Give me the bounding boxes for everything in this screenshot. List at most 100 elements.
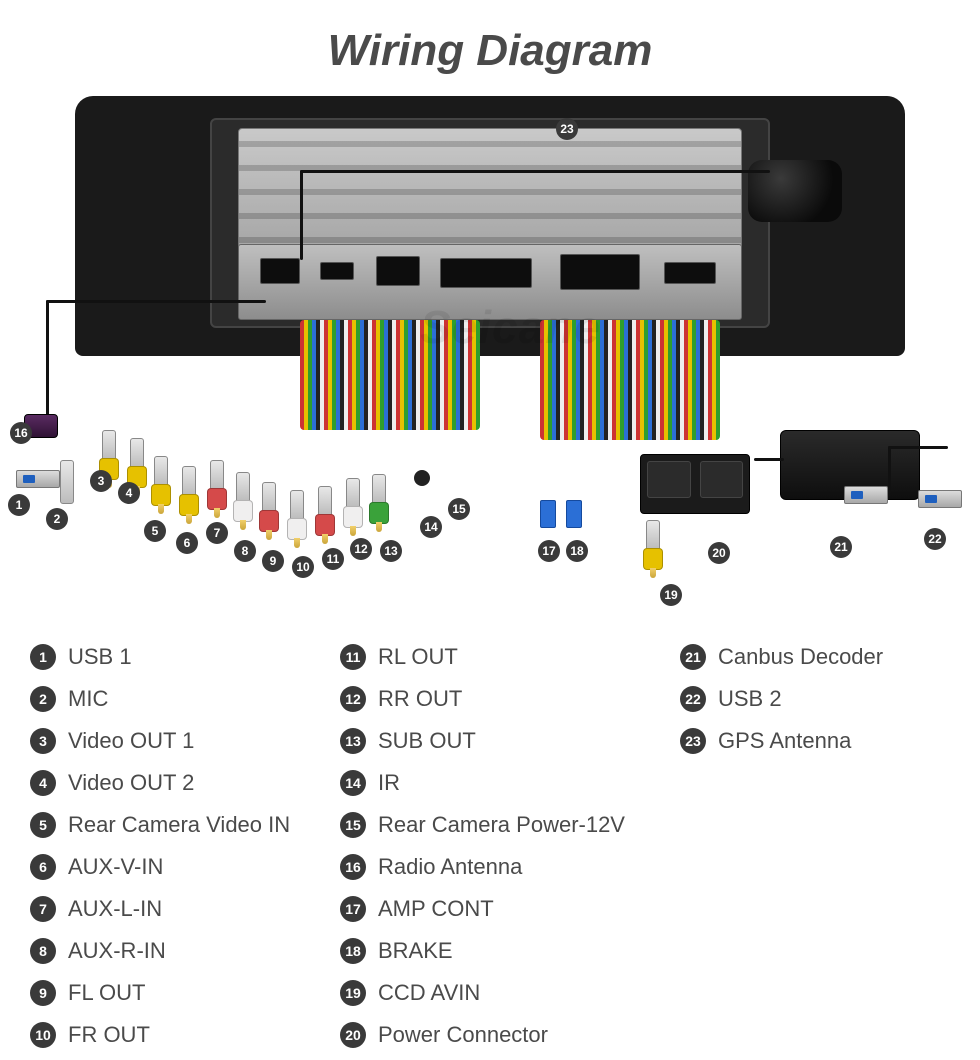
spade-terminal — [566, 500, 582, 528]
rca-plug — [232, 472, 254, 530]
radio-antenna-cable — [46, 300, 49, 426]
legend-label: USB 2 — [718, 686, 782, 712]
legend-row: 8 AUX-R-IN — [30, 934, 290, 968]
usb-2-plug-b — [918, 490, 962, 508]
legend-label: AUX-R-IN — [68, 938, 166, 964]
rear-port — [560, 254, 640, 290]
legend-label: BRAKE — [378, 938, 453, 964]
callout-23: 23 — [556, 118, 578, 140]
rca-plug — [286, 490, 308, 548]
legend-label: Canbus Decoder — [718, 644, 883, 670]
legend-number: 10 — [30, 1022, 56, 1048]
legend-label: SUB OUT — [378, 728, 476, 754]
legend-label: FL OUT — [68, 980, 145, 1006]
legend-label: IR — [378, 770, 400, 796]
legend-label: RR OUT — [378, 686, 462, 712]
callout-6: 6 — [176, 532, 198, 554]
legend-label: Video OUT 1 — [68, 728, 194, 754]
mic-3-5mm-jack — [60, 460, 74, 504]
legend-label: Power Connector — [378, 1022, 548, 1048]
rca-plug — [642, 520, 664, 578]
legend-row: 3 Video OUT 1 — [30, 724, 290, 758]
iso-power-connector — [640, 454, 750, 514]
legend-number: 11 — [340, 644, 366, 670]
legend-label: Video OUT 2 — [68, 770, 194, 796]
rca-plug — [314, 486, 336, 544]
rca-plug — [206, 460, 228, 518]
callout-8: 8 — [234, 540, 256, 562]
canbus-cable — [754, 458, 784, 461]
legend-number: 16 — [340, 854, 366, 880]
legend-row: 23 GPS Antenna — [680, 724, 883, 758]
legend-number: 3 — [30, 728, 56, 754]
legend-number: 13 — [340, 728, 366, 754]
legend-label: USB 1 — [68, 644, 132, 670]
legend-label: AMP CONT — [378, 896, 494, 922]
callout-14: 14 — [420, 516, 442, 538]
radio-antenna-cable-h — [46, 300, 266, 303]
gps-coax-drop — [300, 170, 303, 260]
gps-coax — [300, 170, 770, 173]
legend-row: 22 USB 2 — [680, 682, 883, 716]
legend-number: 21 — [680, 644, 706, 670]
callout-10: 10 — [292, 556, 314, 578]
legend-number: 9 — [30, 980, 56, 1006]
legend-number: 19 — [340, 980, 366, 1006]
legend-row: 15 Rear Camera Power-12V — [340, 808, 625, 842]
legend-row: 1 USB 1 — [30, 640, 290, 674]
legend-row: 9 FL OUT — [30, 976, 290, 1010]
legend-number: 23 — [680, 728, 706, 754]
legend-number: 1 — [30, 644, 56, 670]
legend-label: FR OUT — [68, 1022, 150, 1048]
callout-5: 5 — [144, 520, 166, 542]
usb-2-cable-h — [888, 446, 948, 449]
legend-row: 12 RR OUT — [340, 682, 625, 716]
callout-20: 20 — [708, 542, 730, 564]
legend-number: 12 — [340, 686, 366, 712]
rear-port — [376, 256, 420, 286]
rca-plug — [150, 456, 172, 514]
legend-number: 20 — [340, 1022, 366, 1048]
callout-12: 12 — [350, 538, 372, 560]
rca-plug — [258, 482, 280, 540]
legend-label: Rear Camera Power-12V — [378, 812, 625, 838]
callout-9: 9 — [262, 550, 284, 572]
legend-number: 18 — [340, 938, 366, 964]
legend-number: 6 — [30, 854, 56, 880]
callout-7: 7 — [206, 522, 228, 544]
legend-row: 5Rear Camera Video IN — [30, 808, 290, 842]
legend-row: 10 FR OUT — [30, 1018, 290, 1052]
legend-label: GPS Antenna — [718, 728, 851, 754]
callout-11: 11 — [322, 548, 344, 570]
legend-number: 22 — [680, 686, 706, 712]
callout-21: 21 — [830, 536, 852, 558]
legend-number: 15 — [340, 812, 366, 838]
callout-2: 2 — [46, 508, 68, 530]
legend-row: 19 CCD AVIN — [340, 976, 625, 1010]
legend-row: 16 Radio Antenna — [340, 850, 625, 884]
ir-receiver — [414, 470, 430, 486]
legend-label: Radio Antenna — [378, 854, 522, 880]
legend-row: 21 Canbus Decoder — [680, 640, 883, 674]
rca-plug — [342, 478, 364, 536]
callout-4: 4 — [118, 482, 140, 504]
legend-number: 8 — [30, 938, 56, 964]
callout-19: 19 — [660, 584, 682, 606]
legend-number: 7 — [30, 896, 56, 922]
callout-15: 15 — [448, 498, 470, 520]
usb-2-cable — [888, 446, 891, 494]
legend-label: AUX-L-IN — [68, 896, 162, 922]
legend-label: CCD AVIN — [378, 980, 480, 1006]
legend-label: RL OUT — [378, 644, 458, 670]
legend-row: 6AUX-V-IN — [30, 850, 290, 884]
legend-number: 17 — [340, 896, 366, 922]
rear-port — [664, 262, 716, 284]
legend-row: 18 BRAKE — [340, 934, 625, 968]
callout-18: 18 — [566, 540, 588, 562]
legend-row: 20 Power Connector — [340, 1018, 625, 1052]
rear-port — [320, 262, 354, 280]
callout-22: 22 — [924, 528, 946, 550]
legend-number: 5 — [30, 812, 56, 838]
wiring-diagram: Wiring Diagram — [0, 0, 980, 1003]
harness-right — [540, 320, 720, 440]
